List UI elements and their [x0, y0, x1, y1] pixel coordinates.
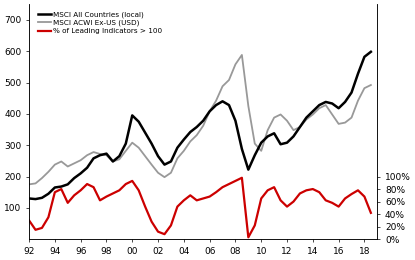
MSCI ACWI Ex-US (USD)	[227, 79, 232, 82]
% of Leading Indicators > 100	[272, 186, 277, 189]
MSCI ACWI Ex-US (USD)	[265, 129, 270, 132]
Line: MSCI All Countries (local): MSCI All Countries (local)	[29, 52, 371, 199]
% of Leading Indicators > 100	[85, 183, 90, 186]
Line: MSCI ACWI Ex-US (USD): MSCI ACWI Ex-US (USD)	[29, 55, 371, 184]
MSCI ACWI Ex-US (USD)	[233, 63, 238, 66]
MSCI ACWI Ex-US (USD)	[85, 154, 90, 157]
% of Leading Indicators > 100	[227, 183, 232, 186]
Line: % of Leading Indicators > 100: % of Leading Indicators > 100	[29, 178, 371, 237]
MSCI ACWI Ex-US (USD)	[239, 53, 244, 56]
% of Leading Indicators > 100	[214, 191, 219, 194]
% of Leading Indicators > 100	[233, 179, 238, 183]
MSCI All Countries (local)	[233, 119, 238, 122]
MSCI All Countries (local)	[91, 157, 96, 160]
MSCI All Countries (local)	[239, 147, 244, 151]
MSCI ACWI Ex-US (USD)	[156, 171, 161, 174]
MSCI ACWI Ex-US (USD)	[214, 99, 219, 102]
MSCI All Countries (local)	[27, 197, 32, 200]
% of Leading Indicators > 100	[156, 230, 161, 233]
% of Leading Indicators > 100	[369, 211, 374, 214]
% of Leading Indicators > 100	[27, 219, 32, 222]
MSCI ACWI Ex-US (USD)	[27, 183, 32, 186]
MSCI ACWI Ex-US (USD)	[369, 83, 374, 87]
% of Leading Indicators > 100	[239, 176, 244, 179]
% of Leading Indicators > 100	[246, 236, 251, 239]
Legend: MSCI All Countries (local), MSCI ACWI Ex-US (USD), % of Leading Indicators > 100: MSCI All Countries (local), MSCI ACWI Ex…	[36, 10, 164, 36]
MSCI All Countries (local)	[265, 135, 270, 138]
MSCI All Countries (local)	[220, 100, 225, 103]
MSCI All Countries (local)	[162, 163, 167, 166]
MSCI All Countries (local)	[369, 50, 374, 53]
MSCI All Countries (local)	[33, 198, 38, 201]
